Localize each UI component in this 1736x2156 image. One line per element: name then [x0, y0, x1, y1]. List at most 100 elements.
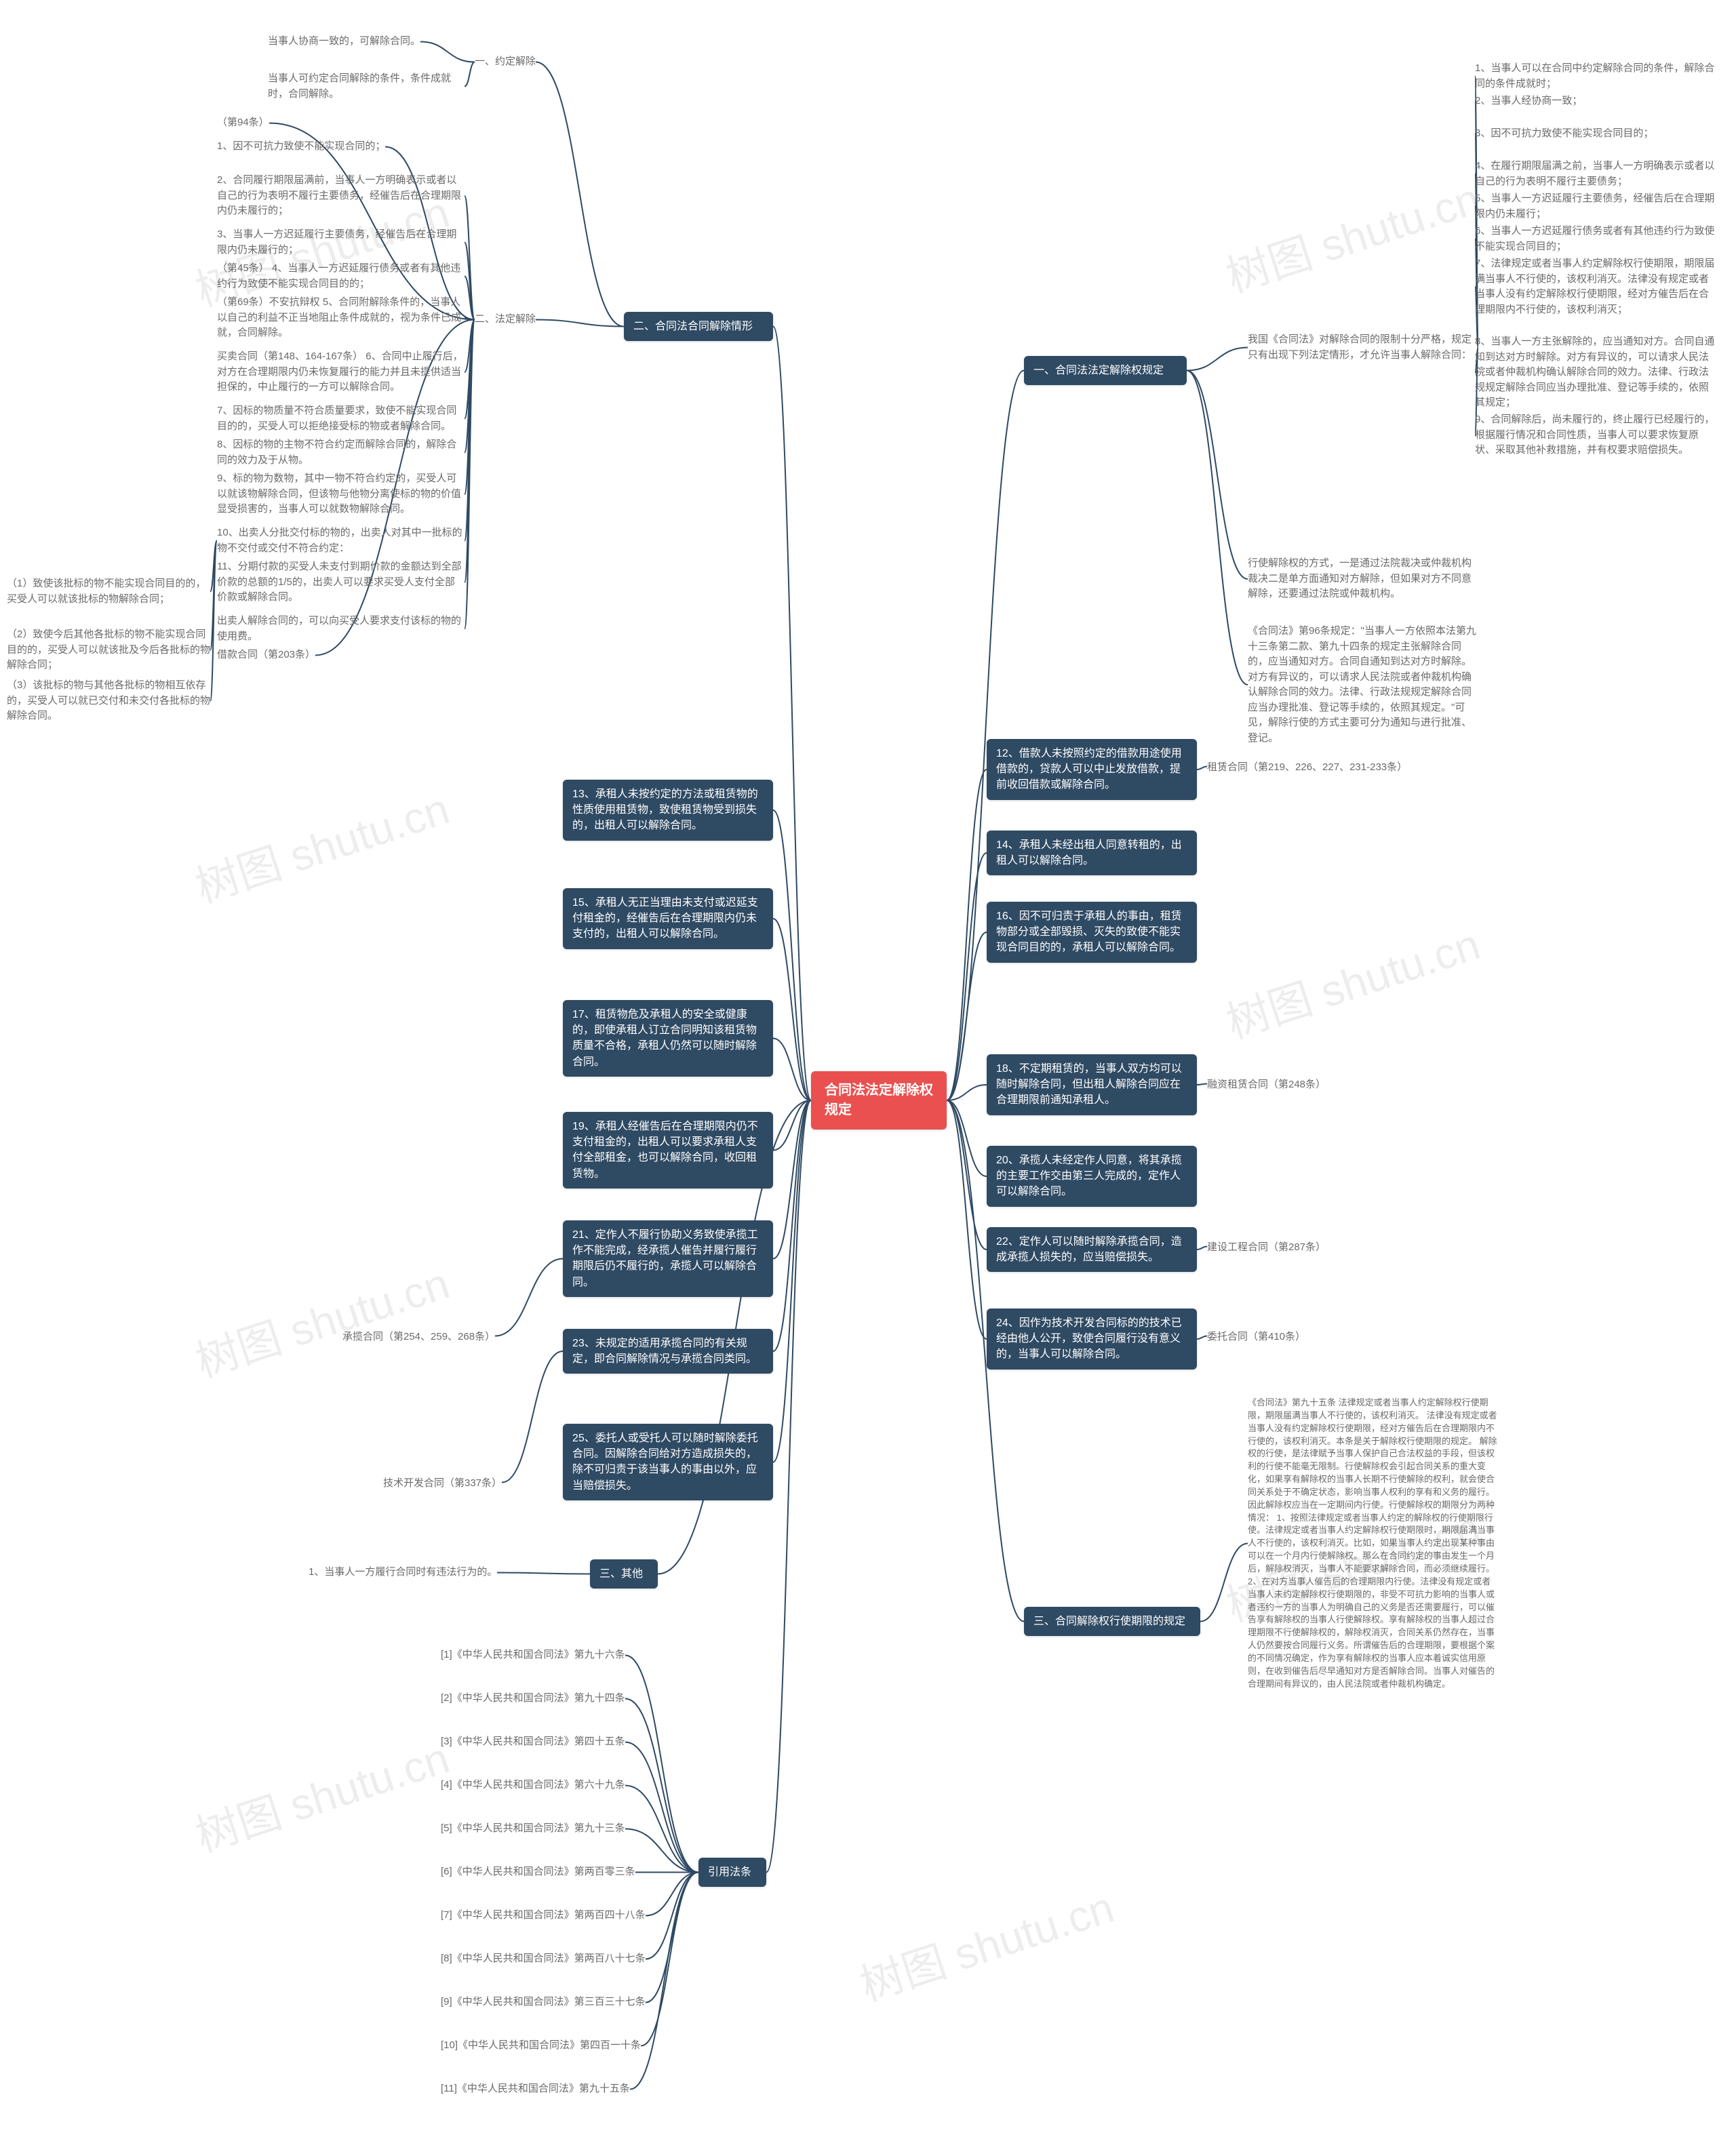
s2a-leaf: 当事人可约定合同解除的条件，条件成就时，合同解除。: [268, 71, 465, 102]
connector: [210, 541, 217, 592]
s2b-leaf: （第94条）: [217, 115, 269, 131]
watermark: 树图 shutu.cn: [186, 774, 456, 915]
connector: [947, 1085, 987, 1100]
s2-category-label: 承揽合同（第254、259、268条）: [342, 1329, 495, 1343]
s2-item-25: 25、委托人或受托人可以随时解除委托合同。因解除合同给对方造成损失的，除不可归责…: [563, 1424, 773, 1500]
connector: [465, 196, 475, 320]
citation-item: [6]《中华人民共和国合同法》第两百零三条: [441, 1864, 635, 1880]
connector: [630, 1873, 698, 2090]
s2-item-23: 23、未规定的适用承揽合同的有关规定，即合同解除情况与承揽合同类同。: [563, 1329, 773, 1374]
connector: [465, 320, 475, 629]
connector: [947, 770, 987, 1100]
connector: [947, 1100, 987, 1250]
connector: [465, 243, 475, 320]
citation-item: [9]《中华人民共和国合同法》第三百三十七条: [441, 1995, 646, 2010]
connector: [465, 320, 475, 583]
s2b-leaf: 11、分期付款的买受人未支付到期价款的金额达到全部价款的总额的1/5的，出卖人可…: [217, 559, 465, 605]
root-node: 合同法法定解除权规定: [811, 1071, 947, 1130]
section1-leaf: 4、在履行期限届满之前，当事人一方明确表示或者以自己的行为表明不履行主要债务；: [1475, 159, 1716, 189]
s2b10-sub-leaf: （1）致使该批标的物不能实现合同目的的，买受人可以就该批标的物解除合同；: [7, 576, 210, 607]
branch-section3b: 三、合同解除权行使期限的规定: [1024, 1607, 1200, 1636]
watermark: 树图 shutu.cn: [1217, 910, 1486, 1050]
connector: [773, 327, 811, 1101]
watermark: 树图 shutu.cn: [851, 1873, 1120, 2013]
s2-item-12: 12、借款人未按照约定的借款用途使用借款的，贷款人可以中止发放借款，提前收回借款…: [987, 739, 1197, 800]
citation-item: [5]《中华人民共和国合同法》第九十三条: [441, 1821, 625, 1837]
connector: [947, 1100, 987, 1176]
s2a-leaf: 当事人协商一致的，可解除合同。: [268, 34, 420, 49]
section1-leaf: 3、因不可抗力致使不能实现合同目的；: [1475, 126, 1653, 142]
s2-item-14: 14、承租人未经出租人同意转租的，出租人可以解除合同。: [987, 831, 1197, 875]
connector: [773, 1039, 811, 1101]
connector: [625, 1829, 698, 1873]
s2b-leaf: （第69条）不安抗辩权 5、合同附解除条件的，当事人以自己的利益不正当地阻止条件…: [217, 295, 465, 341]
connector: [646, 1873, 698, 2003]
s2-category-label: 技术开发合同（第337条）: [383, 1475, 502, 1490]
connector: [465, 320, 475, 453]
connector: [495, 1259, 563, 1336]
connector: [210, 541, 217, 702]
connector: [465, 62, 475, 87]
connector: [646, 1873, 698, 1916]
connector: [947, 371, 1024, 1101]
section2-sub-b: 二、法定解除: [475, 312, 536, 327]
connector: [625, 1742, 698, 1873]
connector: [773, 1100, 811, 1259]
s2-item-18: 18、不定期租赁的，当事人双方均可以随时解除合同，但出租人解除合同应在合理期限前…: [987, 1054, 1197, 1115]
citation-item: [7]《中华人民共和国合同法》第两百四十八条: [441, 1908, 646, 1923]
s2b-leaf: 1、因不可抗力致使不能实现合同的；: [217, 139, 385, 155]
s2-item-13: 13、承租人未按约定的方法或租赁物的性质使用租赁物，致使租赁物受到损失的，出租人…: [563, 780, 773, 841]
connector: [625, 1656, 698, 1873]
citation-item: [10]《中华人民共和国合同法》第四百一十条: [441, 2038, 641, 2054]
connector: [773, 810, 811, 1100]
connector: [1187, 371, 1248, 580]
section1-tail-1: 行使解除权的方式，一是通过法院裁决或仲裁机构裁决二是单方面通知对方解除，但如果对…: [1248, 556, 1478, 602]
connector: [625, 1699, 698, 1873]
section2-sub-a: 一、约定解除: [475, 54, 536, 70]
section1-leaf: 9、合同解除后，尚未履行的，终止履行已经履行的，根据履行情况和合同性质，当事人可…: [1475, 412, 1716, 458]
connector: [641, 1873, 698, 2046]
connector: [947, 853, 987, 1100]
s2-item-20: 20、承揽人未经定作人同意，将其承揽的主要工作交由第三人完成的，定作人可以解除合…: [987, 1146, 1197, 1207]
citation-item: [4]《中华人民共和国合同法》第六十九条: [441, 1778, 625, 1793]
s2b-leaf: 9、标的物为数物，其中一物不符合约定的，买受人可以就该物解除合同，但该物与他物分…: [217, 471, 465, 517]
s2-item-17: 17、租赁物危及承租人的安全或健康的，即使承租人订立合同明知该租赁物质量不合格，…: [563, 1000, 773, 1077]
connector: [465, 277, 475, 320]
s2-category-label: 委托合同（第410条）: [1207, 1329, 1305, 1343]
watermark: 树图 shutu.cn: [186, 1249, 456, 1389]
connector: [465, 320, 475, 419]
branch-citations: 引用法条: [698, 1858, 766, 1887]
connector: [773, 919, 811, 1100]
section3-leaf: 1、当事人一方履行合同时有违法行为的。: [309, 1565, 497, 1580]
citation-item: [11]《中华人民共和国合同法》第九十五条: [441, 2081, 630, 2097]
connector: [502, 1351, 563, 1483]
connector: [465, 318, 475, 320]
section1-tail-2: 《合同法》第96条规定："当事人一方依照本法第九十三条第二款、第九十四条的规定主…: [1248, 624, 1478, 746]
s2-item-22: 22、定作人可以随时解除承揽合同，造成承揽人损失的，应当赔偿损失。: [987, 1227, 1197, 1272]
s2b-leaf: 8、因标的物的主物不符合约定而解除合同的，解除合同的效力及于从物。: [217, 437, 465, 468]
connector: [773, 1100, 811, 1151]
section1-leaf: 5、当事人一方迟延履行主要债务，经催告后在合理期限内仍未履行；: [1475, 191, 1716, 222]
connector: [773, 1100, 811, 1462]
s2b10-sub-leaf: （2）致使今后其他各批标的物不能实现合同目的的，买受人可以就该批及今后各批标的物…: [7, 627, 210, 673]
connector: [773, 1100, 811, 1351]
s2-item-19: 19、承租人经催告后在合理期限内仍不支付租金的，出租人可以要求承租人支付全部租金…: [563, 1112, 773, 1189]
connector: [947, 932, 987, 1100]
connector: [1200, 1544, 1248, 1622]
connector: [625, 1786, 698, 1873]
connector: [947, 1100, 987, 1339]
section1-intro: 我国《合同法》对解除合同的限制十分严格，规定只有出现下列法定情形，才允许当事人解…: [1248, 332, 1478, 363]
connector: [420, 42, 475, 62]
connector: [536, 320, 624, 327]
s2b10-sub-leaf: （3）该批标的物与其他各批标的物相互依存的，买受人可以就已交付和未交付各批标的物…: [7, 678, 210, 724]
s2b-leaf: 3、当事人一方迟延履行主要债务，经催告后在合理期限内仍未履行的；: [217, 227, 465, 258]
s2b-leaf: 7、因标的物质量不符合质量要求，致使不能实现合同目的的，买受人可以拒绝接受标的物…: [217, 403, 465, 434]
connector: [465, 320, 475, 373]
s2-item-21: 21、定作人不履行协助义务致使承揽工作不能完成，经承揽人催告并履行履行期限后仍不…: [563, 1220, 773, 1297]
s2-category-label: 建设工程合同（第287条）: [1207, 1239, 1326, 1254]
s2b-leaf: （第45条） 4、当事人一方迟延履行债务或者有其他违约行为致使不能实现合同目的的…: [217, 261, 465, 292]
connector: [1197, 767, 1207, 770]
s2-item-16: 16、因不可归责于承租人的事由，租赁物部分或全部毁损、灭失的致使不能实现合同目的…: [987, 902, 1197, 963]
citation-item: [8]《中华人民共和国合同法》第两百八十七条: [441, 1951, 646, 1967]
branch-section3: 三、其他: [590, 1559, 658, 1589]
